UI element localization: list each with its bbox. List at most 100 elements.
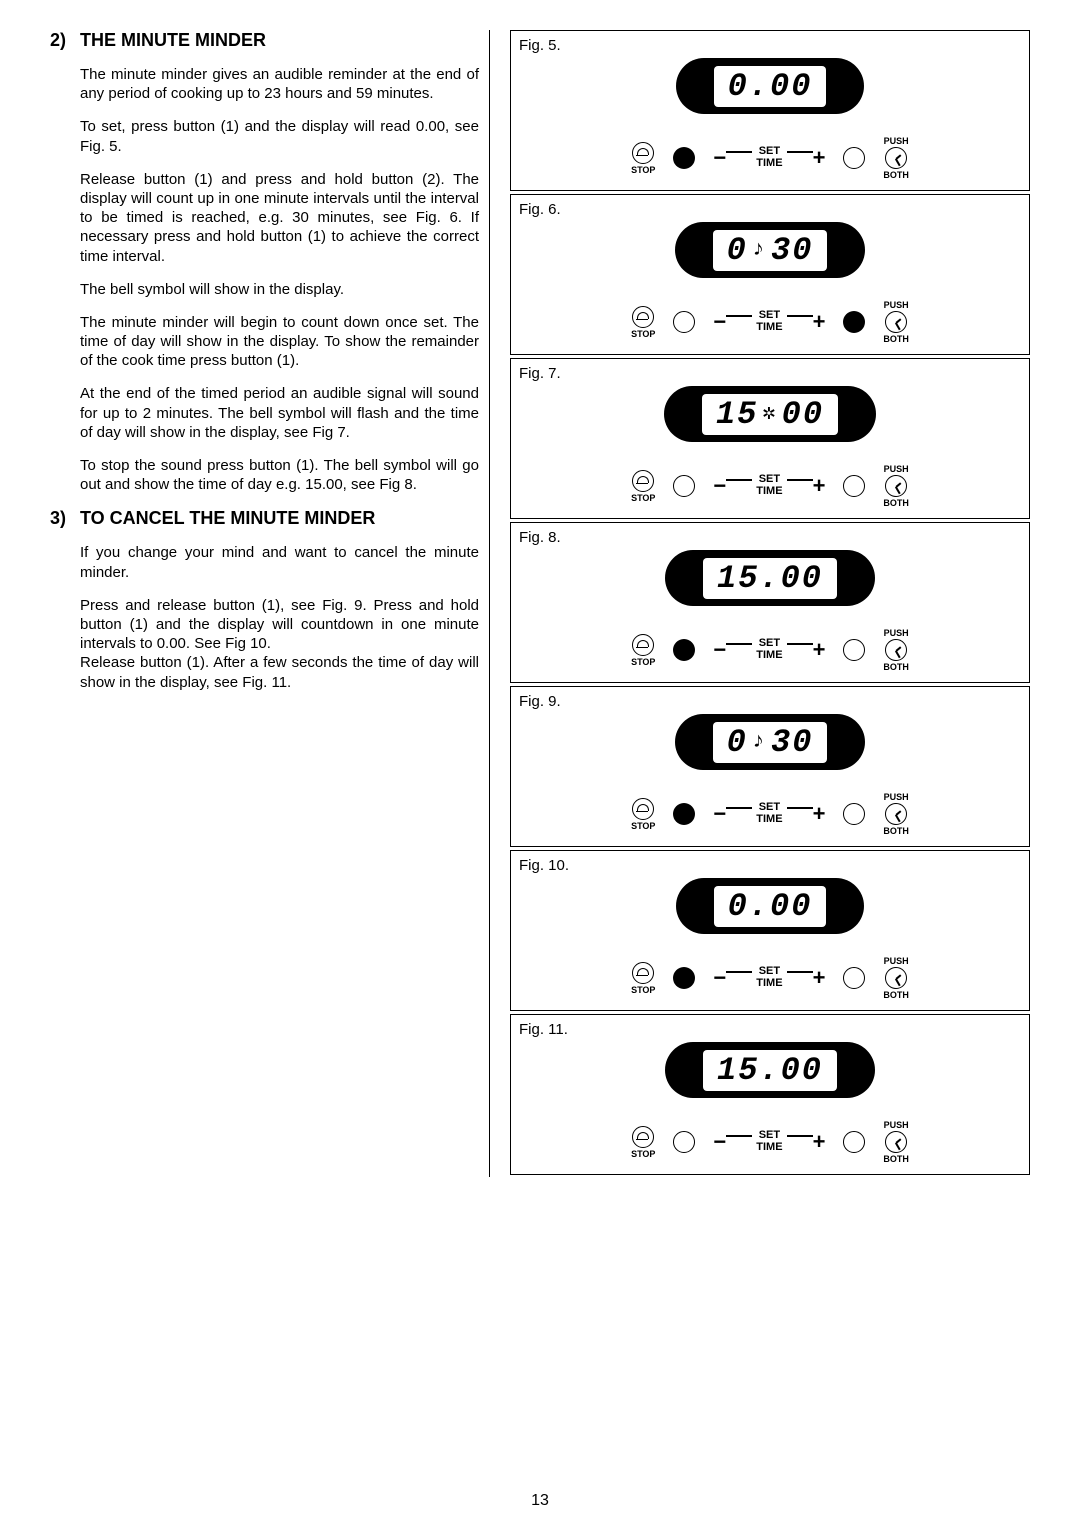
both-label: BOTH (883, 498, 909, 508)
button-1[interactable] (673, 311, 695, 333)
clock-icon (885, 311, 907, 333)
both-label: BOTH (883, 170, 909, 180)
set-time-label: SETTIME (756, 966, 782, 989)
stop-label: STOP (631, 1149, 655, 1159)
stop-label: STOP (631, 657, 655, 667)
figure-label: Fig. 8. (519, 529, 1021, 546)
lcd-display: 0.00 (519, 878, 1021, 934)
plus-label: + (813, 971, 826, 984)
alarm-icon (632, 634, 654, 656)
plus-label: + (813, 1135, 826, 1148)
lcd-display: 0.00 (519, 58, 1021, 114)
button-2[interactable] (843, 1131, 865, 1153)
button-2[interactable] (843, 147, 865, 169)
lcd-readout: 0.00 (714, 66, 827, 107)
lcd-display: 15.00 (519, 1042, 1021, 1098)
clock-icon (885, 967, 907, 989)
para: Release button (1) and press and hold bu… (80, 170, 479, 266)
minus-label: − (713, 643, 726, 656)
both-label: BOTH (883, 826, 909, 836)
lcd-readout: 0.00 (714, 886, 827, 927)
plus-label: + (813, 807, 826, 820)
button-1[interactable] (673, 639, 695, 661)
clock-icon (885, 639, 907, 661)
figure-box: Fig. 9. 0♪30 STOP − SETTIME + PUSH BOTH (510, 686, 1030, 847)
figure-box: Fig. 7.15✲00STOP−SETTIME+PUSHBOTH (510, 358, 1030, 519)
button-2[interactable] (843, 803, 865, 825)
both-label: BOTH (883, 662, 909, 672)
both-label: BOTH (883, 334, 909, 344)
para: The bell symbol will show in the display… (80, 280, 479, 299)
figure-label: Fig. 5. (519, 37, 1021, 54)
button-1[interactable] (673, 1131, 695, 1153)
clock-icon (885, 1131, 907, 1153)
button-1[interactable] (673, 475, 695, 497)
lcd-readout: 15✲00 (702, 394, 838, 435)
figure-label: Fig. 7. (519, 365, 1021, 382)
lcd-display: 0♪30 (519, 222, 1021, 278)
button-1[interactable] (673, 147, 695, 169)
set-time-label: SETTIME (756, 474, 782, 497)
control-panel: STOP−SETTIME+PUSHBOTH (519, 136, 1021, 180)
heading-num: 3) (50, 508, 80, 529)
lcd-readout: 15.00 (703, 1050, 837, 1091)
minus-label: − (713, 1135, 726, 1148)
bell-icon: ✲ (762, 400, 777, 426)
control-panel: STOP−SETTIME+PUSHBOTH (519, 464, 1021, 508)
minus-label: − (713, 151, 726, 164)
set-time-label: SETTIME (756, 802, 782, 825)
plus-label: + (813, 151, 826, 164)
figure-box: Fig. 6.0♪30STOP−SETTIME+PUSHBOTH (510, 194, 1030, 355)
set-time-label: SETTIME (756, 310, 782, 333)
clock-icon (885, 803, 907, 825)
button-2[interactable] (843, 311, 865, 333)
button-1[interactable] (673, 803, 695, 825)
clock-icon (885, 147, 907, 169)
right-column: Fig. 5. 0.00 STOP − SETTIME + PUSH BOTH Fig. 6. 0… (510, 30, 1030, 1177)
minus-label: − (713, 807, 726, 820)
set-time-label: SETTIME (756, 638, 782, 661)
figure-box: Fig. 11.15.00STOP−SETTIME+PUSHBOTH (510, 1014, 1030, 1175)
stop-label: STOP (631, 493, 655, 503)
clock-icon (885, 475, 907, 497)
para: Release button (1). After a few seconds … (80, 653, 479, 691)
heading-cancel-minute-minder: 3) TO CANCEL THE MINUTE MINDER (50, 508, 479, 529)
stop-label: STOP (631, 821, 655, 831)
figure-label: Fig. 6. (519, 201, 1021, 218)
para: At the end of the timed period an audibl… (80, 384, 479, 442)
page-number: 13 (0, 1492, 1080, 1510)
heading-num: 2) (50, 30, 80, 51)
control-panel: STOP−SETTIME+PUSHBOTH (519, 956, 1021, 1000)
plus-label: + (813, 643, 826, 656)
heading-minute-minder: 2) THE MINUTE MINDER (50, 30, 479, 51)
heading-title: THE MINUTE MINDER (80, 30, 266, 51)
bell-icon: ♪ (752, 237, 767, 262)
push-label: PUSH (884, 792, 909, 802)
control-panel: STOP−SETTIME+PUSHBOTH (519, 300, 1021, 344)
para: The minute minder will begin to count do… (80, 313, 479, 371)
para: To set, press button (1) and the display… (80, 117, 479, 155)
button-1[interactable] (673, 967, 695, 989)
alarm-icon (632, 798, 654, 820)
push-label: PUSH (884, 956, 909, 966)
para: If you change your mind and want to canc… (80, 543, 479, 581)
para: To stop the sound press button (1). The … (80, 456, 479, 494)
alarm-icon (632, 142, 654, 164)
alarm-icon (632, 306, 654, 328)
para: The minute minder gives an audible remin… (80, 65, 479, 103)
lcd-readout: 15.00 (703, 558, 837, 599)
push-label: PUSH (884, 464, 909, 474)
figure-label: Fig. 11. (519, 1021, 1021, 1038)
button-2[interactable] (843, 639, 865, 661)
figure-label: Fig. 9. (519, 693, 1021, 710)
push-label: PUSH (884, 628, 909, 638)
button-2[interactable] (843, 967, 865, 989)
figure-box: Fig. 8. 15.00 STOP − SETTIME + PUSH BOTH (510, 522, 1030, 683)
lcd-display: 15.00 (519, 550, 1021, 606)
set-time-label: SETTIME (756, 146, 782, 169)
push-label: PUSH (884, 136, 909, 146)
left-column: 2) THE MINUTE MINDER The minute minder g… (50, 30, 490, 1177)
lcd-display: 0♪30 (519, 714, 1021, 770)
button-2[interactable] (843, 475, 865, 497)
push-label: PUSH (884, 300, 909, 310)
